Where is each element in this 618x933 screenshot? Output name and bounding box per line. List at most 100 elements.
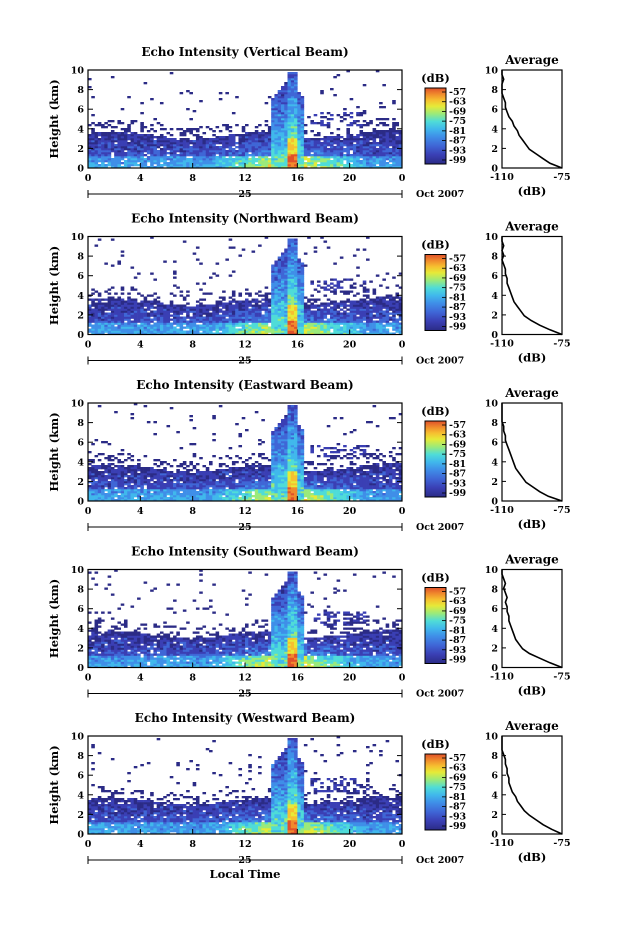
heatmap-cell [180, 477, 184, 479]
heatmap-cell [291, 293, 295, 295]
heatmap-cell [294, 323, 298, 325]
heatmap-cell [297, 118, 301, 120]
heatmap-cell [346, 293, 350, 295]
heatmap-cell [131, 329, 135, 331]
heatmap-cell [193, 325, 197, 327]
heatmap-cell [104, 122, 108, 124]
heatmap-cell [395, 164, 399, 166]
heatmap-cell [153, 154, 157, 156]
heatmap-cell [216, 481, 220, 483]
heatmap-cell [330, 303, 334, 305]
heatmap-cell [340, 140, 344, 142]
heatmap-cell [131, 160, 135, 162]
heatmap-cell [382, 148, 386, 150]
heatmap-cell [314, 144, 318, 146]
heatmap-cell [157, 323, 161, 325]
heatmap-cell [288, 148, 292, 150]
heatmap-cell [392, 128, 396, 130]
heatmap-cell [366, 289, 370, 291]
heatmap-cell [363, 329, 367, 331]
heatmap-cell [382, 140, 386, 142]
heatmap-cell [297, 112, 301, 114]
heatmap-cell [307, 325, 311, 327]
heatmap-cell [330, 313, 334, 315]
heatmap-cell [186, 471, 190, 473]
heatmap-cell [111, 164, 115, 166]
heatmap-cell [330, 327, 334, 329]
heatmap-cell [386, 154, 390, 156]
y-axis-label: Height (km) [47, 246, 61, 325]
heatmap-cell [170, 307, 174, 309]
heatmap-cell [271, 299, 275, 301]
heatmap-cell [245, 138, 249, 140]
heatmap-cell [284, 154, 288, 156]
heatmap-cell [320, 90, 324, 92]
heatmap-cell [163, 473, 167, 475]
heatmap-cell [281, 291, 285, 293]
heatmap-cell [304, 130, 308, 132]
heatmap-cell [359, 311, 363, 313]
heatmap-cell [363, 152, 367, 154]
heatmap-cell [163, 152, 167, 154]
heatmap-cell [222, 148, 226, 150]
heatmap-cell [199, 138, 203, 140]
heatmap-cell [261, 152, 265, 154]
heatmap-cell [291, 241, 295, 243]
heatmap-cell [366, 150, 370, 152]
heatmap-cell [147, 491, 151, 493]
heatmap-cell [284, 319, 288, 321]
heatmap-cell [284, 305, 288, 307]
x-tick-label: 12 [238, 173, 251, 184]
heatmap-cell [359, 305, 363, 307]
heatmap-cell [167, 473, 171, 475]
heatmap-cell [238, 493, 242, 495]
heatmap-cell [301, 279, 305, 281]
heatmap-cell [281, 106, 285, 108]
heatmap-cell [225, 489, 229, 491]
heatmap-cell [346, 132, 350, 134]
heatmap-cell [212, 487, 216, 489]
heatmap-cell [294, 293, 298, 295]
heatmap-cell [281, 112, 285, 114]
heatmap-cell [271, 152, 275, 154]
heatmap-cell [206, 162, 210, 164]
heatmap-cell [196, 138, 200, 140]
heatmap-cell [278, 269, 282, 271]
heatmap-cell [252, 136, 256, 138]
heatmap-cell [245, 321, 249, 323]
heatmap-cell [111, 144, 115, 146]
heatmap-cell [186, 164, 190, 166]
heatmap-cell [281, 138, 285, 140]
heatmap-cell [284, 108, 288, 110]
heatmap-cell [108, 329, 112, 331]
heatmap-cell [127, 477, 131, 479]
heatmap-cell [202, 481, 206, 483]
heatmap-cell [395, 158, 399, 160]
heatmap-cell [140, 102, 144, 104]
heatmap-cell [134, 493, 138, 495]
heatmap-cell [307, 140, 311, 142]
heatmap-cell [160, 493, 164, 495]
heatmap-cell [245, 315, 249, 317]
heatmap-cell [356, 112, 360, 114]
heatmap-cell [167, 477, 171, 479]
heatmap-cell [189, 489, 193, 491]
heatmap-cell [170, 128, 174, 130]
heatmap-cell [186, 303, 190, 305]
heatmap-cell [140, 303, 144, 305]
heatmap-cell [127, 317, 131, 319]
heatmap-cell [176, 491, 180, 493]
heatmap-cell [173, 152, 177, 154]
heatmap-cell [121, 485, 125, 487]
heatmap-cell [297, 323, 301, 325]
heatmap-cell [202, 497, 206, 499]
heatmap-cell [255, 315, 259, 317]
heatmap-cell [278, 94, 282, 96]
heatmap-cell [183, 493, 187, 495]
heatmap-cell [111, 311, 115, 313]
heatmap-cell [294, 241, 298, 243]
heatmap-cell [189, 481, 193, 483]
heatmap-cell [121, 327, 125, 329]
heatmap-cell [245, 331, 249, 333]
heatmap-cell [389, 148, 393, 150]
